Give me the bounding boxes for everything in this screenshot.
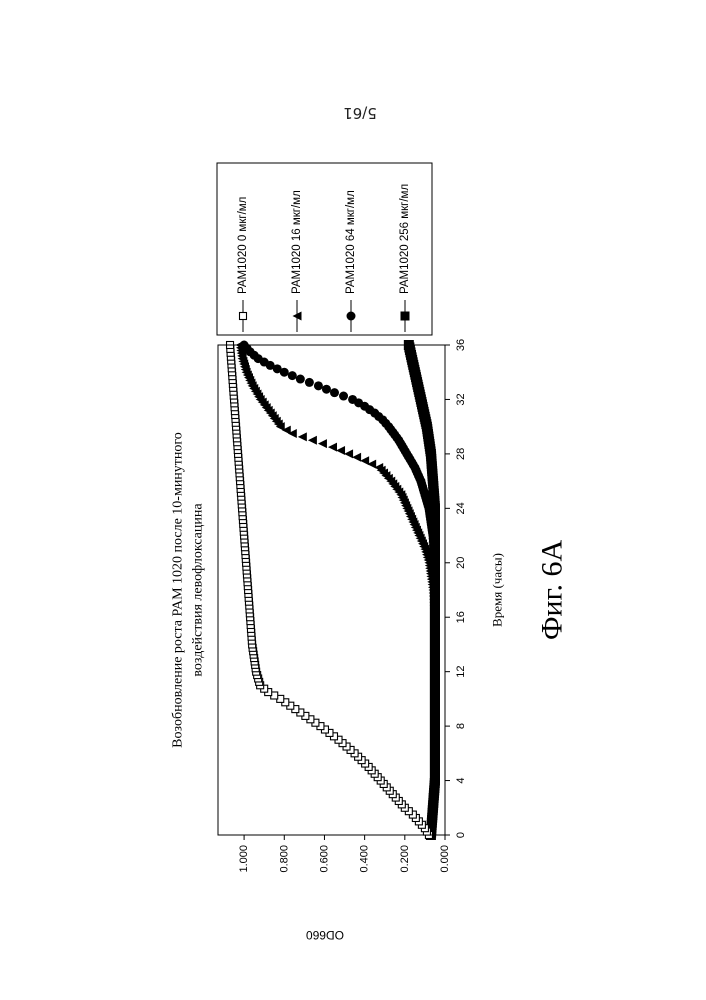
legend: PAM1020 0 мкг/мл PAM1020 16 мкг/мл PAM1020… xyxy=(217,163,432,335)
legend-label: PAM1020 64 мкг/мл xyxy=(345,190,357,294)
x-tick-label: 0 xyxy=(455,832,467,838)
x-tick-label: 20 xyxy=(455,557,467,569)
data-point xyxy=(328,443,337,452)
data-point xyxy=(330,388,339,397)
y-tick-label: 0.800 xyxy=(278,845,290,873)
x-axis-label: Время (часы) xyxy=(490,553,505,627)
x-tick-label: 24 xyxy=(455,502,467,514)
data-point xyxy=(298,432,307,441)
series-0 xyxy=(227,342,433,839)
x-tick-label: 32 xyxy=(455,393,467,405)
legend-label: PAM1020 16 мкг/мл xyxy=(291,190,303,294)
x-tick-label: 4 xyxy=(455,777,467,783)
data-point xyxy=(288,371,297,380)
data-point xyxy=(352,453,361,462)
legend-label: PAM1020 0 мкг/мл xyxy=(237,197,249,294)
data-point xyxy=(339,392,348,401)
data-point xyxy=(318,439,327,448)
data-point xyxy=(305,378,314,387)
legend-marker xyxy=(401,312,410,321)
y-tick-label: 1.000 xyxy=(238,845,250,873)
data-point xyxy=(348,395,357,404)
x-tick-label: 16 xyxy=(455,611,467,623)
data-point xyxy=(360,456,369,465)
data-point xyxy=(308,436,317,445)
plot-layer xyxy=(227,340,440,840)
x-tick-label: 28 xyxy=(455,448,467,460)
data-point xyxy=(314,381,323,390)
data-point xyxy=(322,385,331,394)
legend-marker xyxy=(240,313,247,320)
series-1 xyxy=(236,341,440,840)
chart-title-line-1: Возобновление роста PAM 1020 после 10-ми… xyxy=(171,432,186,748)
y-tick-label: 0.400 xyxy=(359,845,371,873)
x-tick-label: 36 xyxy=(455,339,467,351)
figure-label: Фиг. 6A xyxy=(536,539,569,640)
data-point xyxy=(336,446,345,455)
legend-marker xyxy=(347,312,356,321)
chart-title-line-2: воздействия левофлоксацина xyxy=(191,503,206,677)
data-point xyxy=(296,375,305,384)
y-tick-label: 0.600 xyxy=(318,845,330,873)
x-tick-label: 8 xyxy=(455,723,467,729)
x-tick-label: 12 xyxy=(455,666,467,678)
y-axis-label: OD660 xyxy=(306,928,344,942)
legend-label: PAM1020 256 мкг/мл xyxy=(399,184,411,294)
data-point xyxy=(344,449,353,458)
y-tick-label: 0.000 xyxy=(439,845,451,873)
y-tick-label: 0.200 xyxy=(399,845,411,873)
